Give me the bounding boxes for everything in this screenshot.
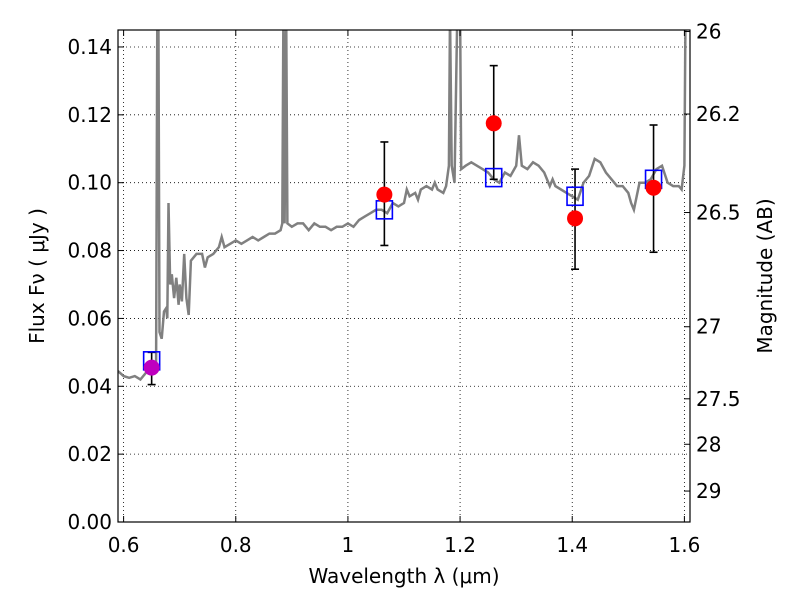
magnitude-tick-label: 26.5 <box>696 201 741 225</box>
magnitude-axis: 26 26.2 26.5 27 27.5 28 29 <box>684 20 741 503</box>
magnitude-tick-label: 26.2 <box>696 102 741 126</box>
plot-area <box>118 30 687 386</box>
observed-flux-point <box>645 179 662 196</box>
magnitude-tick-label: 27 <box>696 315 721 339</box>
y-axis-label: Flux Fν ( μJy ) <box>25 208 49 344</box>
observed-flux-point <box>376 186 393 203</box>
y-tick-label: 0.14 <box>67 35 112 59</box>
plot-frame <box>117 29 691 523</box>
y-tick-label: 0.12 <box>67 103 112 127</box>
model-photometry-square <box>484 167 503 188</box>
observed-flux-point <box>567 210 584 227</box>
x-tick-label: 1 <box>342 533 355 557</box>
observed-flux-point <box>485 115 502 132</box>
model-photometry-square <box>566 186 584 207</box>
x-tick-label: 1.2 <box>444 533 476 557</box>
x-tick-label: 0.8 <box>220 533 252 557</box>
x-tick-label: 1.6 <box>668 533 700 557</box>
magnitude-tick-label: 26 <box>696 20 721 44</box>
y-tick-label: 0.06 <box>67 306 112 330</box>
x-tick-label: 0.6 <box>108 533 140 557</box>
x-axis-label: Wavelength λ (μm) <box>308 564 499 588</box>
x-tick-label: 1.4 <box>556 533 588 557</box>
y-tick-label: 0.10 <box>67 171 112 195</box>
y-tick-label: 0.08 <box>67 239 112 263</box>
y-tick-label: 0.00 <box>67 510 112 534</box>
observed-flux-point <box>143 359 160 376</box>
y-tick-label: 0.02 <box>67 442 112 466</box>
photometry-markers <box>142 115 663 376</box>
magnitude-tick-label: 29 <box>696 479 721 503</box>
magnitude-tick-label: 28 <box>696 432 721 456</box>
y-axis: 0.00 0.02 0.04 0.06 0.08 0.10 0.12 0.14 <box>67 35 124 534</box>
x-axis: 0.6 0.8 1 1.2 1.4 1.6 <box>108 30 700 557</box>
magnitude-axis-label: Magnitude (AB) <box>753 198 777 353</box>
magnitude-tick-label: 27.5 <box>696 387 741 411</box>
plot-background <box>118 30 690 522</box>
y-tick-label: 0.04 <box>67 374 112 398</box>
